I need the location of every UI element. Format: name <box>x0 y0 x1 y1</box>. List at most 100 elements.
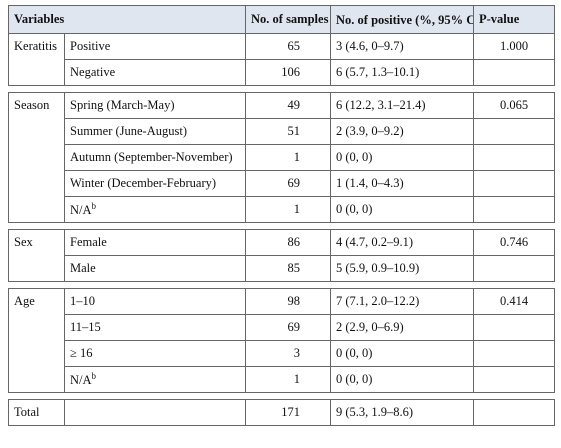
cell-text: Total <box>14 405 40 419</box>
cell-text: Summer (June-August) <box>70 124 187 138</box>
header-text: No. of positive (%, 95% CI <box>336 13 474 28</box>
header-text: Variables <box>14 12 65 26</box>
table-cell: N/Ab <box>64 196 246 223</box>
cell-text: 0 (0, 0) <box>336 202 373 216</box>
table-cell: 69 <box>245 314 331 341</box>
cell-text: Sex <box>14 235 33 249</box>
cell-text: 49 <box>287 98 301 112</box>
table-body: Keratitis Positive 65 3 (4.6, 0–9.7) 1.000 Ne… <box>8 33 555 426</box>
table-cell: 86 <box>245 229 331 256</box>
table-cell: 171 <box>245 399 331 426</box>
cell-text: ≥ 16 <box>70 346 93 360</box>
table-cell: 49 <box>245 92 331 119</box>
table-cell: 1 <box>245 144 331 171</box>
table-cell: 3 (4.6, 0–9.7) <box>330 33 474 60</box>
cell-text: Season <box>14 98 50 112</box>
table-cell: 0 (0, 0) <box>330 144 474 171</box>
data-row: Age 1–10 98 7 (7.1, 2.0–12.2) 0.414 <box>8 288 555 393</box>
table-cell: 1 <box>245 196 331 223</box>
cell-text: 1.000 <box>499 39 529 53</box>
cell-text: Age <box>14 294 35 308</box>
cell-text: 0 (0, 0) <box>336 372 373 386</box>
data-row: Autumn (September-November) 1 0 (0, 0) <box>9 144 555 171</box>
cell-text: 5 (5.9, 0.9–10.9) <box>336 261 420 275</box>
table-cell: 0 (0, 0) <box>330 196 474 223</box>
cell-text: 0 (0, 0) <box>336 346 373 360</box>
cell-text: Autumn (September-November) <box>70 150 233 164</box>
footnote-mark: b <box>91 370 97 381</box>
cell-text: 4 (4.7, 0.2–9.1) <box>336 235 414 249</box>
table-cell: 3 <box>245 340 331 367</box>
table-cell: 0 (0, 0) <box>330 340 474 367</box>
table-cell: Winter (December-February) <box>64 170 246 197</box>
cell-text: 0.746 <box>499 235 529 249</box>
data-row: Summer (June-August) 51 2 (3.9, 0–9.2) <box>9 118 555 145</box>
table-cell: Keratitis <box>8 33 65 86</box>
table-cell: 5 (5.9, 0.9–10.9) <box>330 255 474 282</box>
table-cell: N/Ab <box>64 366 246 393</box>
separator-row <box>8 392 555 400</box>
data-row: Sex Female 86 4 (4.7, 0.2–9.1) 0.746 <box>8 229 555 282</box>
table-cell: 69 <box>245 170 331 197</box>
table-cell: 106 <box>245 59 331 86</box>
table-cell: 0 (0, 0) <box>330 366 474 393</box>
cell-text: Female <box>70 235 107 249</box>
cell-text: 0 (0, 0) <box>336 150 373 164</box>
data-row: ≥ 16 3 0 (0, 0) <box>9 340 555 367</box>
table-cell <box>473 144 555 171</box>
table-cell: Summer (June-August) <box>64 118 246 145</box>
cell-text: 65 <box>287 39 301 53</box>
table-cell <box>473 59 555 86</box>
data-row: Negative 106 6 (5.7, 1.3–10.1) <box>9 59 555 86</box>
table-cell: 6 (12.2, 3.1–21.4) <box>330 92 474 119</box>
cell-text: 0.414 <box>499 294 529 308</box>
data-row: Keratitis Positive 65 3 (4.6, 0–9.7) 1.000 <box>8 33 555 86</box>
table-cell: 0.746 <box>473 229 555 256</box>
table-cell <box>473 170 555 197</box>
table-cell <box>473 399 555 426</box>
table-cell: 2 (3.9, 0–9.2) <box>330 118 474 145</box>
cell-text: 86 <box>287 235 301 249</box>
table-cell: 7 (7.1, 2.0–12.2) <box>330 288 474 315</box>
cell-text: 1 (1.4, 0–4.3) <box>336 176 404 190</box>
cell-text: 3 (4.6, 0–9.7) <box>336 39 404 53</box>
cell-text: Spring (March-May) <box>70 98 175 112</box>
cell-text: 11–15 <box>70 320 101 334</box>
cell-text: 7 (7.1, 2.0–12.2) <box>336 294 420 308</box>
footnote-mark: b <box>91 200 97 211</box>
data-row: Male 85 5 (5.9, 0.9–10.9) <box>9 255 555 282</box>
table-cell <box>473 196 555 223</box>
cell-text: Male <box>70 261 96 275</box>
table-cell <box>473 340 555 367</box>
data-row: N/Ab 1 0 (0, 0) <box>9 196 555 223</box>
cell-text: 1 <box>293 150 300 164</box>
data-row: Winter (December-February) 69 1 (1.4, 0–4.… <box>9 170 555 197</box>
separator-row <box>8 85 555 93</box>
table-cell: 65 <box>245 33 331 60</box>
cell-text: N/A <box>70 373 92 388</box>
table-cell: 2 (2.9, 0–6.9) <box>330 314 474 341</box>
table-cell: Spring (March-May) <box>64 92 246 119</box>
table-cell <box>473 314 555 341</box>
data-row: N/Ab 1 0 (0, 0) <box>9 366 555 393</box>
header-row: Variables No. of samples No. of positive… <box>8 5 555 34</box>
table-cell: 0.065 <box>473 92 555 119</box>
cell-text: 1 <box>293 372 300 386</box>
cell-text: 51 <box>287 124 301 138</box>
cell-text: 85 <box>287 261 301 275</box>
cell-text: Keratitis <box>14 39 58 53</box>
table-cell: Female <box>64 229 246 256</box>
cell-text: 9 (5.3, 1.9–8.6) <box>336 405 414 419</box>
cell-text: 69 <box>287 176 301 190</box>
table-cell: 1 (1.4, 0–4.3) <box>330 170 474 197</box>
table-cell: 1.000 <box>473 33 555 60</box>
table-cell <box>64 399 246 426</box>
table-cell: 0.414 <box>473 288 555 315</box>
separator <box>8 222 555 230</box>
cell-text: N/A <box>70 203 92 218</box>
cell-text: Negative <box>70 65 116 79</box>
separator <box>8 85 555 93</box>
table-cell <box>473 255 555 282</box>
cell-text: 6 (5.7, 1.3–10.1) <box>336 65 420 79</box>
data-row: 11–15 69 2 (2.9, 0–6.9) <box>9 314 555 341</box>
